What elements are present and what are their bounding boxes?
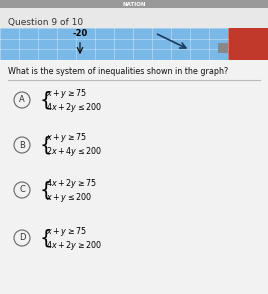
Text: $4x + 2y \leq 200$: $4x + 2y \leq 200$ (46, 101, 102, 113)
Text: $x + y \leq 200$: $x + y \leq 200$ (46, 191, 92, 203)
Text: NATION: NATION (122, 1, 146, 6)
Text: $x + y \geq 75$: $x + y \geq 75$ (46, 131, 87, 144)
Text: What is the system of inequalities shown in the graph?: What is the system of inequalities shown… (8, 68, 228, 76)
Bar (228, 28, 268, 60)
Bar (218, 43, 228, 53)
Text: -20: -20 (72, 29, 88, 39)
Text: $4x + 2y \geq 75$: $4x + 2y \geq 75$ (46, 176, 97, 190)
Text: $4x + 2y \geq 200$: $4x + 2y \geq 200$ (46, 238, 102, 251)
Text: $x + y \geq 75$: $x + y \geq 75$ (46, 86, 87, 99)
Text: C: C (19, 186, 25, 195)
Text: Question 9 of 10: Question 9 of 10 (8, 18, 83, 26)
Text: $x + y \geq 75$: $x + y \geq 75$ (46, 225, 87, 238)
Text: {: { (40, 91, 52, 109)
Text: $2x + 4y \leq 200$: $2x + 4y \leq 200$ (46, 146, 102, 158)
Text: {: { (40, 228, 52, 248)
Text: {: { (40, 136, 52, 155)
Text: B: B (19, 141, 25, 150)
Text: {: { (40, 181, 52, 200)
Text: D: D (19, 233, 25, 243)
Bar (0, 60, 268, 294)
Text: A: A (19, 96, 25, 104)
Bar (0, 0, 268, 8)
Bar (0, 28, 228, 60)
